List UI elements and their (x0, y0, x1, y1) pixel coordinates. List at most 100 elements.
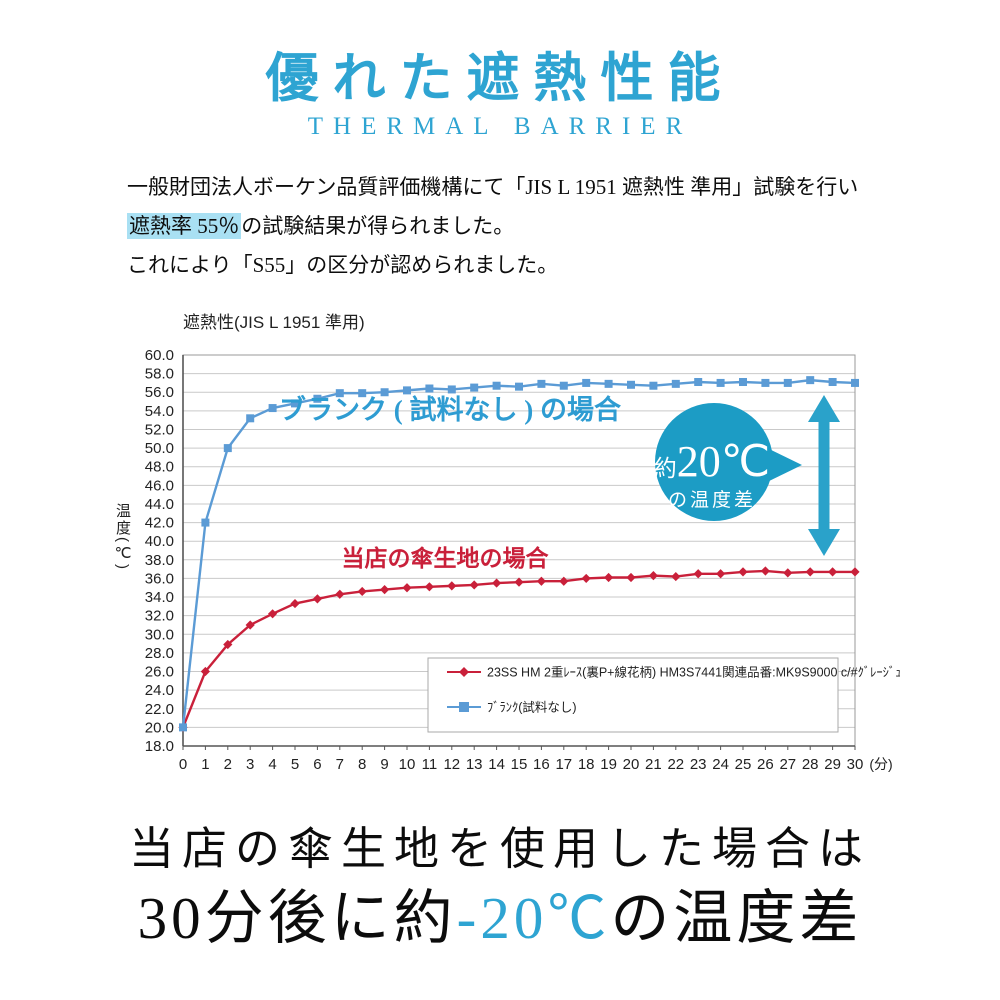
fabric-series-label: 当店の傘生地の場合 (342, 545, 550, 571)
data-point-diamond (514, 577, 524, 587)
data-point-square (492, 381, 501, 390)
x-tick-label: 7 (336, 756, 344, 773)
data-point-square (559, 381, 568, 390)
x-tick-label: 13 (466, 756, 483, 773)
intro-line-1: 一般財団法人ボーケン品質評価機構にて「JIS L 1951 遮熱性 準用」試験を… (127, 175, 859, 199)
x-tick-label: 24 (712, 756, 729, 773)
x-tick-label: 20 (623, 756, 640, 773)
data-point-square (716, 378, 725, 387)
y-tick-label: 20.0 (145, 719, 174, 736)
data-point-square (470, 383, 479, 392)
data-point-square (739, 377, 747, 386)
x-tick-label: 26 (757, 756, 774, 773)
data-point-square (358, 389, 367, 398)
x-tick-label: 1 (201, 756, 209, 773)
data-point-square (179, 723, 187, 732)
data-point-diamond (335, 589, 345, 599)
y-tick-label: 52.0 (145, 421, 174, 438)
intro-paragraph: 一般財団法人ボーケン品質評価機構にて「JIS L 1951 遮熱性 準用」試験を… (127, 168, 917, 285)
x-tick-label: 0 (179, 756, 187, 773)
data-point-square (515, 382, 523, 391)
data-point-diamond (447, 581, 457, 591)
y-tick-label: 48.0 (145, 459, 174, 476)
data-point-diamond (604, 572, 614, 583)
footer-temp-diff-value: -20℃ (456, 885, 611, 951)
y-tick-label: 22.0 (145, 701, 174, 718)
data-point-diamond (312, 594, 322, 604)
data-point-square (783, 378, 792, 387)
x-tick-label: 3 (246, 756, 254, 773)
y-tick-label: 54.0 (145, 403, 174, 420)
x-tick-label: 4 (268, 756, 276, 773)
x-tick-label: 8 (358, 756, 366, 773)
y-tick-label: 38.0 (145, 552, 174, 569)
data-point-square (649, 381, 658, 390)
y-tick-label: 18.0 (145, 738, 174, 755)
thermal-barrier-chart: 遮熱性(JIS L 1951 準用)18.020.022.024.026.028… (145, 313, 900, 773)
y-tick-label: 46.0 (145, 477, 174, 494)
x-tick-label: 28 (802, 756, 819, 773)
annotation-value: 約20℃ (654, 437, 770, 486)
x-tick-label: 11 (422, 756, 438, 773)
footer-line-2: 30分後に約-20℃の温度差 (0, 870, 1000, 955)
data-point-diamond (648, 571, 658, 581)
legend-label: ﾌﾞﾗﾝｸ(試料なし) (487, 700, 577, 715)
x-tick-label: 16 (533, 756, 550, 773)
data-point-square (223, 444, 232, 453)
data-point-square (582, 378, 591, 387)
data-point-diamond (200, 666, 210, 677)
data-point-diamond (380, 585, 390, 595)
y-axis-title: 温度(℃) (114, 503, 131, 571)
data-point-square (828, 377, 837, 386)
y-tick-label: 40.0 (145, 533, 174, 550)
x-tick-label: 27 (779, 756, 796, 773)
data-point-diamond (850, 567, 860, 577)
x-tick-label: 18 (578, 756, 595, 773)
blank-series-label: ブランク ( 試料なし ) の場合 (279, 394, 621, 425)
footer-line-2-pre: 30分後に約 (137, 885, 457, 951)
y-tick-label: 28.0 (145, 645, 174, 662)
data-point-diamond (581, 573, 591, 584)
data-point-square (447, 385, 456, 394)
legend-box (427, 657, 839, 733)
data-point-square (761, 378, 770, 387)
x-tick-label: 21 (645, 756, 662, 773)
y-tick-label: 32.0 (145, 608, 174, 625)
x-tick-label: 22 (667, 756, 684, 773)
intro-line-2-rest: の試験結果が得られました。 (241, 214, 515, 238)
footer-line-2-post: の温度差 (610, 885, 863, 951)
y-tick-label: 56.0 (145, 384, 174, 401)
data-point-diamond (783, 568, 793, 578)
intro-line-3: これにより「S55」の区分が認められました。 (127, 253, 559, 277)
data-point-diamond (760, 566, 770, 576)
data-point-diamond (626, 572, 636, 583)
annotation-tail (763, 446, 802, 484)
data-point-square (671, 379, 680, 388)
x-tick-label: 14 (488, 756, 505, 773)
x-axis-unit: (分) (869, 756, 892, 772)
data-point-square (268, 404, 277, 413)
annotation-circle (655, 403, 773, 521)
y-tick-label: 50.0 (145, 440, 174, 457)
x-tick-label: 9 (380, 756, 388, 773)
chart-title: 遮熱性(JIS L 1951 準用) (183, 313, 365, 332)
data-point-diamond (424, 582, 434, 592)
y-tick-label: 42.0 (145, 515, 174, 532)
footer-line-1: 当店の傘生地を使用した場合は (128, 824, 871, 874)
x-tick-label: 10 (399, 756, 416, 773)
data-point-square (694, 377, 703, 386)
x-tick-label: 12 (443, 756, 460, 773)
data-point-square (604, 379, 613, 388)
page-title: 優れた遮熱性能 (265, 50, 735, 108)
data-point-square (291, 399, 299, 408)
legend-marker-diamond (459, 667, 469, 677)
x-tick-label: 17 (555, 756, 572, 773)
legend-marker-square (459, 702, 469, 712)
data-point-square (537, 379, 546, 388)
data-point-square (851, 378, 859, 387)
data-point-square (335, 389, 344, 398)
data-point-diamond (716, 569, 726, 579)
data-point-square (246, 414, 255, 423)
data-point-diamond (402, 583, 412, 593)
y-tick-label: 30.0 (145, 626, 174, 643)
